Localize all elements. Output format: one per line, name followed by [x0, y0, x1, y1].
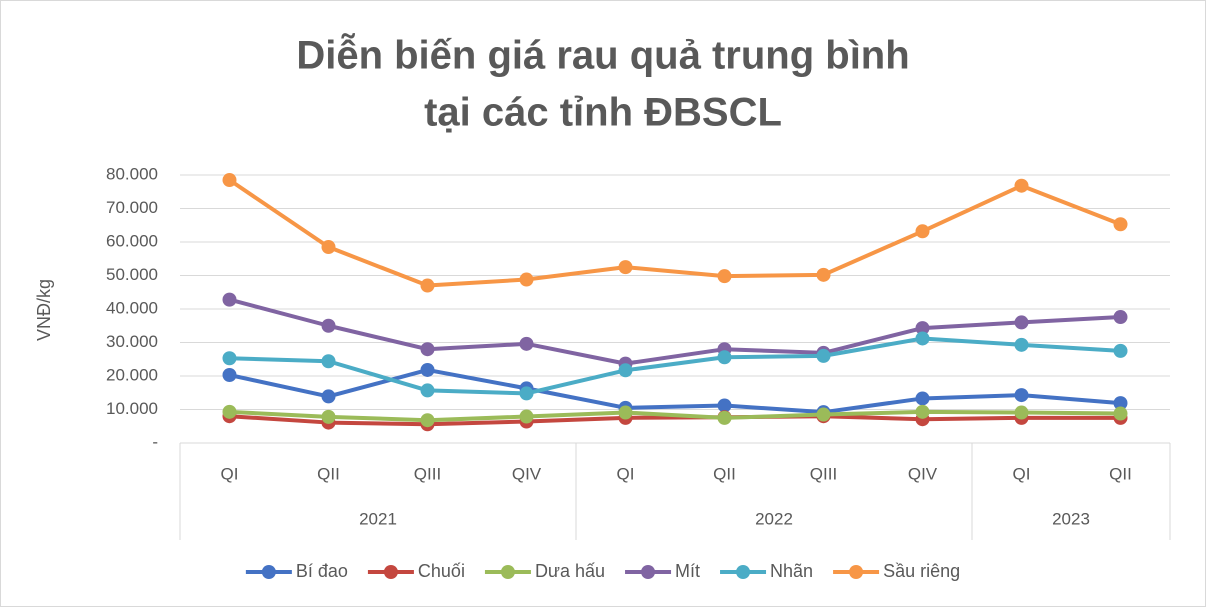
legend-label: Sầu riêng: [883, 561, 960, 581]
data-point: [915, 224, 930, 239]
x-tick-label: QIII: [414, 464, 441, 483]
legend-marker: [500, 565, 515, 579]
series-line: [229, 336, 1121, 396]
data-point: [519, 409, 534, 424]
series-line: [228, 178, 1122, 288]
legend-label: Mít: [675, 561, 700, 581]
data-point: [1014, 315, 1029, 330]
legend-label: Chuối: [418, 561, 465, 581]
x-tick-label: QII: [1109, 464, 1132, 483]
group-label: 2023: [1052, 509, 1090, 528]
data-point: [222, 367, 237, 382]
y-axis-label: VNĐ/kg: [34, 279, 54, 341]
data-point: [222, 404, 237, 419]
data-point: [222, 173, 237, 188]
data-point: [816, 407, 831, 422]
data-point: [717, 350, 732, 365]
data-point: [420, 362, 435, 377]
data-point: [321, 318, 336, 333]
data-point: [915, 391, 930, 406]
data-point: [321, 240, 336, 255]
y-tick-label: 40.000: [106, 298, 158, 317]
data-point: [1113, 310, 1128, 325]
data-point: [618, 260, 633, 275]
data-point: [519, 336, 534, 351]
group-label: 2022: [755, 509, 793, 528]
series-line: [228, 297, 1121, 366]
y-tick-label: 20.000: [106, 365, 158, 384]
data-point: [420, 278, 435, 293]
data-point: [1113, 217, 1128, 232]
y-tick-label: 70.000: [106, 198, 158, 217]
y-tick-label: 50.000: [106, 265, 158, 284]
chart-title: Diễn biến giá rau quả trung bình: [296, 32, 909, 78]
legend-marker: [383, 565, 398, 579]
data-point: [717, 410, 732, 425]
legend-label: Dưa hấu: [535, 561, 605, 581]
x-tick-label: QI: [1013, 464, 1031, 483]
legend-label: Nhãn: [770, 561, 813, 581]
legend-label: Bí đao: [296, 561, 348, 581]
data-point: [1014, 178, 1029, 193]
data-point: [420, 342, 435, 357]
series-line: [229, 414, 1121, 427]
data-point: [321, 409, 336, 424]
data-point: [1113, 343, 1128, 358]
x-tick-label: QIV: [908, 464, 938, 483]
data-point: [420, 413, 435, 428]
data-point: [1014, 405, 1029, 420]
legend-marker: [849, 565, 864, 579]
data-point: [618, 405, 633, 420]
data-point: [1014, 337, 1029, 352]
data-point: [420, 383, 435, 398]
legend-marker: [736, 565, 751, 579]
legend-marker: [641, 565, 656, 579]
y-tick-label: 80.000: [106, 164, 158, 183]
x-tick-label: QI: [221, 464, 239, 483]
y-tick-label: 10.000: [106, 399, 158, 418]
data-point: [816, 348, 831, 363]
x-tick-label: QIV: [512, 464, 542, 483]
y-tick-label: 60.000: [106, 231, 158, 250]
y-tick-label: 30.000: [106, 332, 158, 351]
data-point: [519, 386, 534, 401]
x-tick-label: QII: [317, 464, 340, 483]
group-label: 2021: [359, 509, 397, 528]
x-tick-label: QIII: [810, 464, 837, 483]
x-tick-label: QII: [713, 464, 736, 483]
data-point: [519, 272, 534, 287]
data-point: [1014, 388, 1029, 403]
y-tick-label: -: [152, 432, 158, 451]
data-point: [1113, 406, 1128, 421]
data-point: [717, 398, 732, 413]
data-point: [222, 292, 237, 307]
chart-title: tại các tỉnh ĐBSCL: [424, 91, 782, 135]
series-line: [229, 409, 1121, 423]
data-point: [915, 321, 930, 336]
data-point: [1113, 396, 1128, 411]
series-line: [229, 367, 1121, 415]
data-point: [915, 404, 930, 419]
data-point: [321, 389, 336, 404]
data-point: [222, 351, 237, 366]
data-point: [321, 354, 336, 369]
data-point: [717, 269, 732, 284]
legend-marker: [261, 565, 276, 579]
data-point: [816, 267, 831, 282]
data-point: [915, 331, 930, 346]
x-tick-label: QI: [617, 464, 635, 483]
data-point: [618, 363, 633, 378]
